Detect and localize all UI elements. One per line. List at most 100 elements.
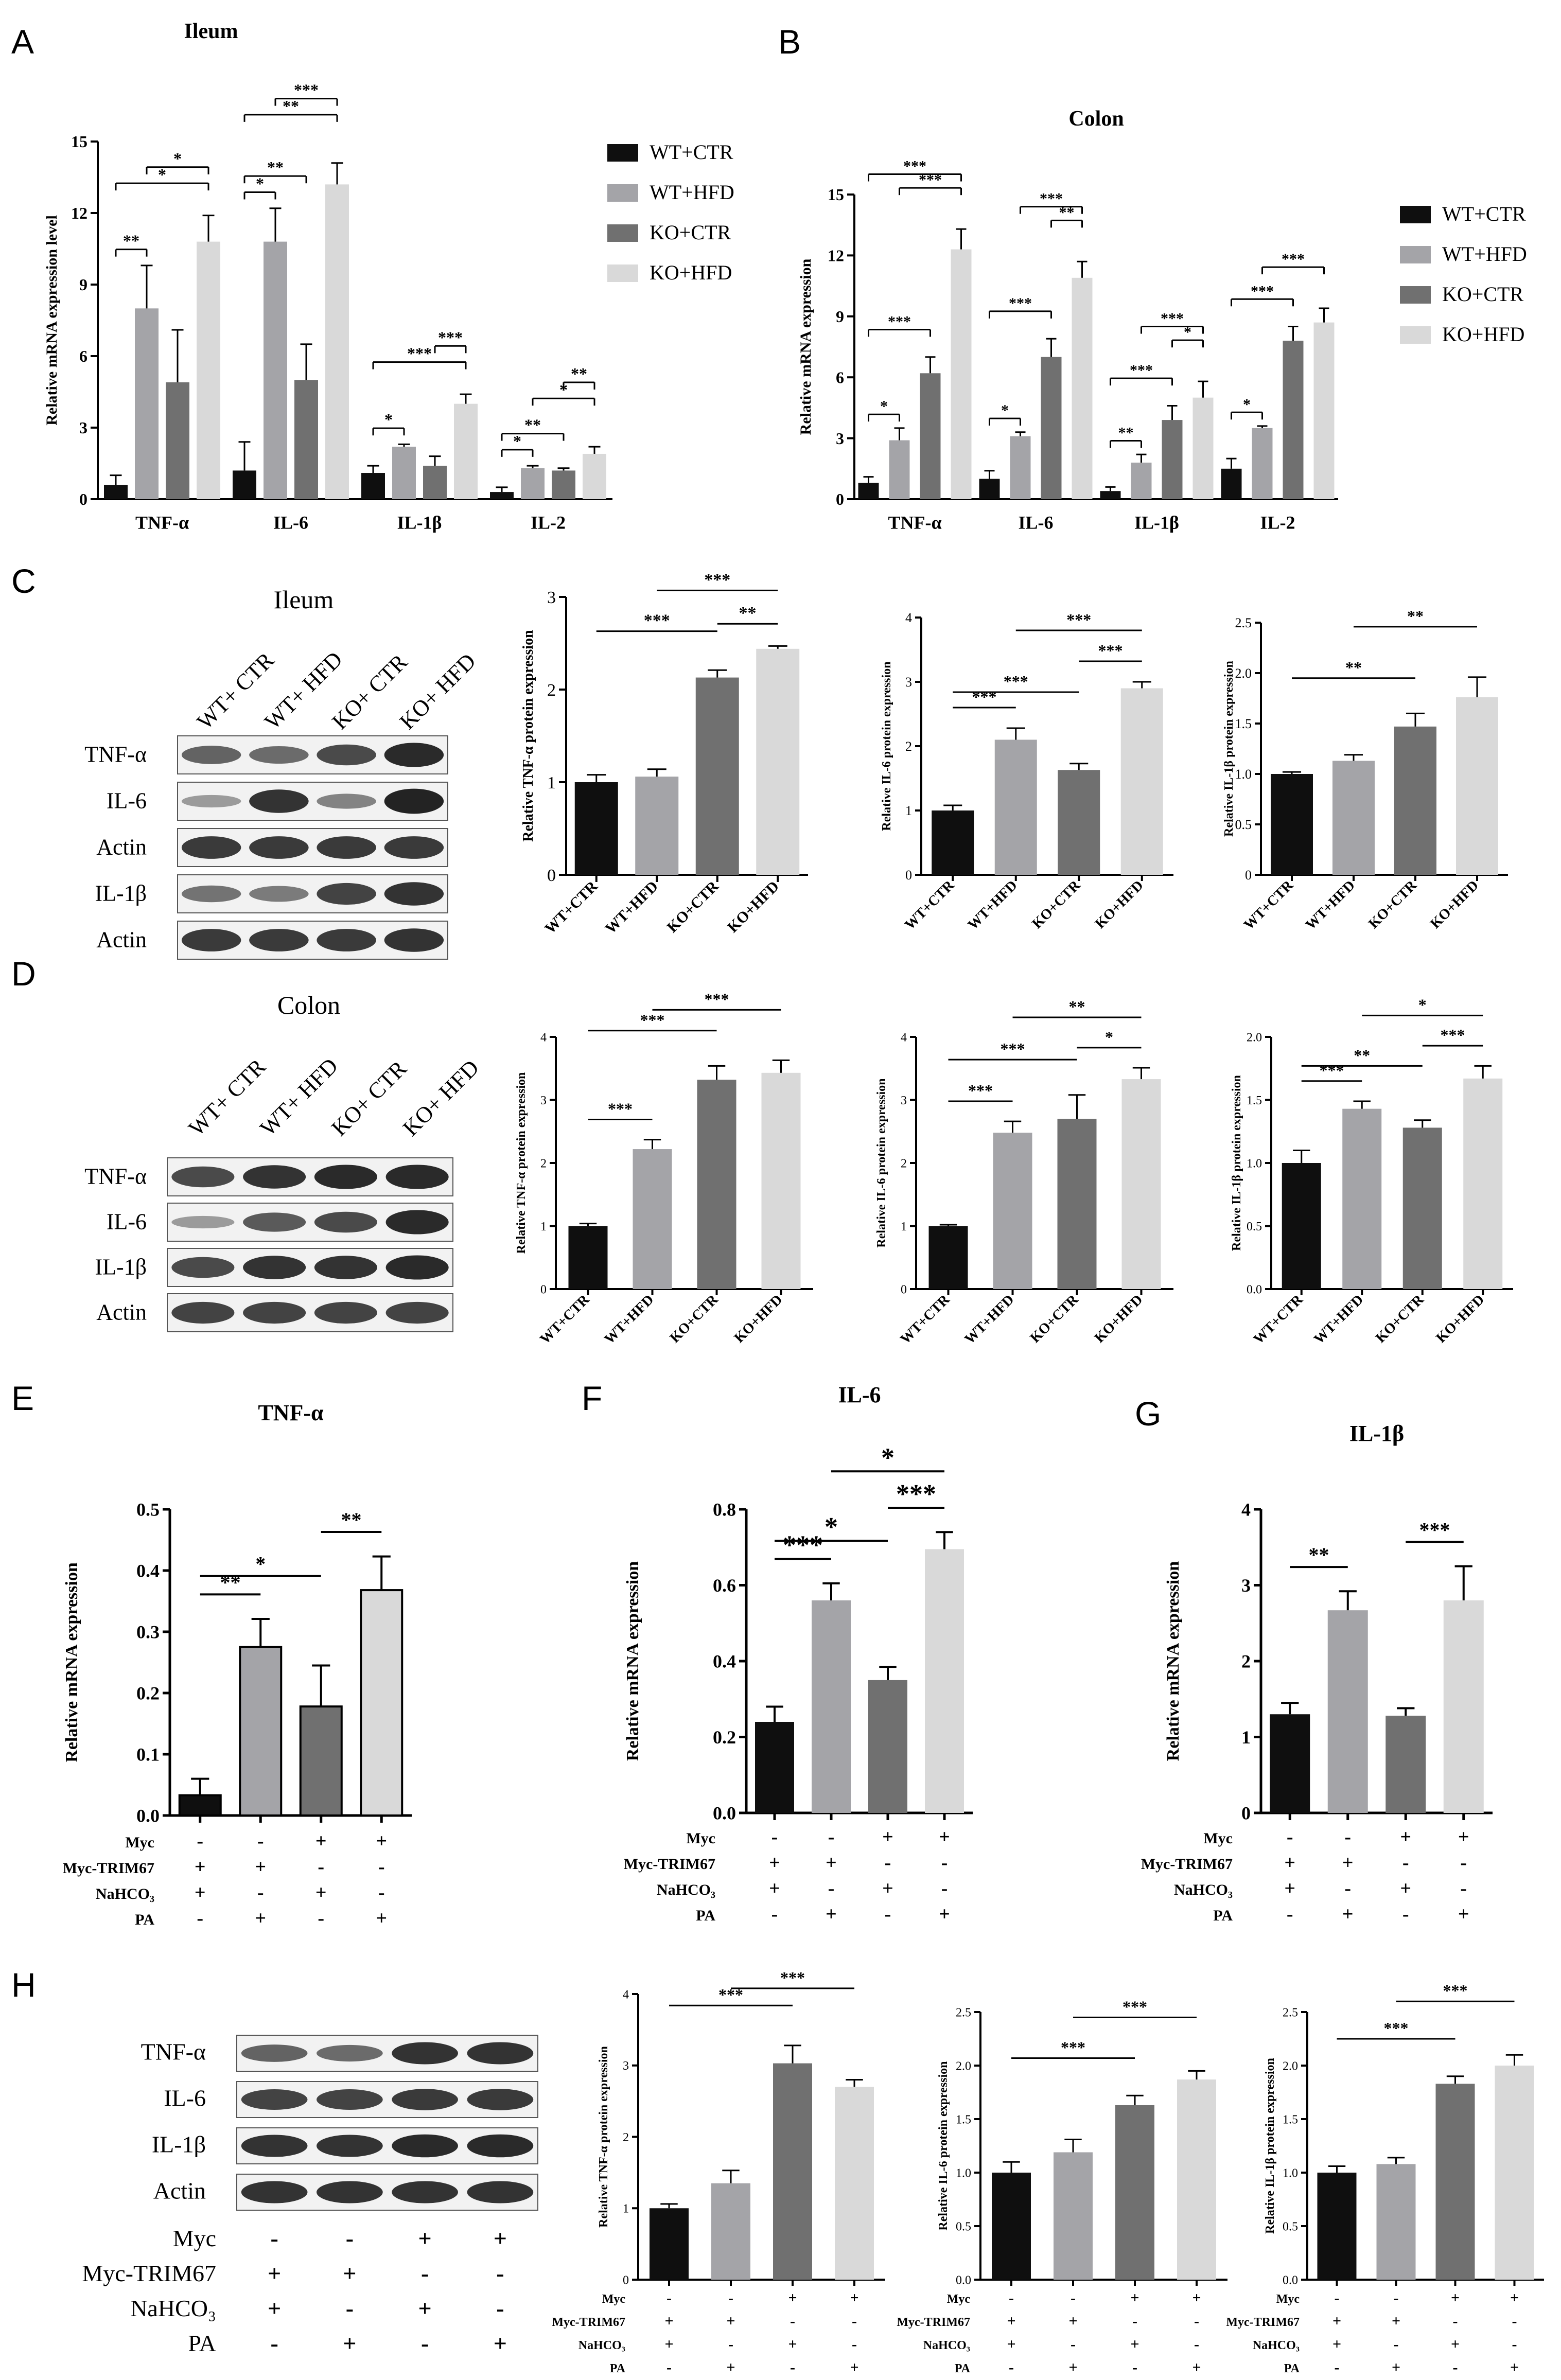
significance-bracket: * [115, 165, 209, 191]
blot-band [314, 1165, 377, 1189]
significance-bracket: * [372, 410, 405, 436]
significance-label: * [1105, 1028, 1113, 1046]
legend-label: WT+HFD [1442, 242, 1527, 266]
y-tick-label: 1.0 [956, 2166, 971, 2180]
blot-row-label: Actin [96, 1299, 147, 1325]
significance-label: * [880, 398, 888, 415]
minus-sign: - [270, 2330, 278, 2356]
y-tick-label: 1 [905, 803, 912, 818]
chart-e: 0.0 0.1 0.2 0.3 0.4 0.5 Relative mRNA expressi… [62, 1400, 412, 1929]
y-tick-label: 1 [1241, 1727, 1251, 1748]
y-tick-label: 0 [901, 1283, 907, 1296]
plus-sign: + [195, 1856, 206, 1878]
blot-band [249, 789, 309, 813]
significance-bracket: ** [1292, 658, 1415, 679]
significance-bracket: ** [1290, 1543, 1348, 1568]
blot-band [467, 2134, 534, 2158]
y-tick-label: 12 [828, 246, 844, 265]
blot-band [392, 2134, 458, 2158]
plus-sign: + [1130, 2289, 1139, 2306]
significance-bracket: *** [652, 990, 781, 1011]
significance-bracket: ** [243, 158, 307, 184]
significance-bracket: *** [1110, 362, 1173, 386]
y-tick-label: 0.5 [956, 2220, 971, 2233]
significance-label: ** [267, 158, 284, 177]
blot-band [384, 836, 444, 859]
minus-sign: - [1394, 2336, 1399, 2353]
significance-label: *** [644, 611, 670, 630]
plus-sign: + [1342, 1852, 1354, 1874]
blot-treatments: Myc - - + + Myc-TRIM67 + + - - NaHCO₃ + - + - PA - + - + [82, 2225, 507, 2356]
y-axis-label: Relative TNF-α protein expression [520, 630, 536, 842]
bar-4 [360, 1589, 404, 1817]
plus-sign: + [343, 2260, 356, 2286]
lane-label: WT+ HFD [255, 1053, 343, 1141]
significance-bracket: *** [953, 672, 1079, 693]
bar-4 [835, 2087, 874, 2280]
legend-label: WT+HFD [650, 181, 734, 204]
bar-2 [1332, 761, 1375, 875]
y-tick-label: 0.1 [136, 1744, 160, 1765]
significance-label: *** [1001, 1039, 1025, 1058]
minus-sign: - [771, 1826, 778, 1848]
significance-label: *** [1122, 1997, 1147, 2016]
y-tick-label: 1.5 [1235, 716, 1252, 731]
significance-label: * [255, 1553, 266, 1576]
y-tick-label: 1.5 [956, 2113, 971, 2126]
bar-wt-ctr [490, 492, 514, 499]
bar-ko-ctr [166, 382, 189, 499]
legend-swatch [607, 265, 638, 282]
legend-label: WT+CTR [650, 140, 733, 164]
blot-band [181, 885, 241, 903]
significance-bracket: ** [501, 416, 565, 441]
blot-band [317, 744, 376, 766]
significance-label: *** [896, 1479, 936, 1509]
y-axis-label: Relative IL-1β protein expression [1230, 1075, 1243, 1251]
category-label: IL-2 [531, 513, 566, 533]
significance-bracket: ** [1110, 425, 1142, 448]
blot-band [392, 2042, 458, 2065]
legend-swatch [1400, 206, 1431, 223]
significance-label: *** [1040, 190, 1063, 207]
western-blot-colon: TNF-α IL-6 IL-1β Actin [84, 1157, 453, 1332]
y-tick-label: 0.0 [713, 1803, 736, 1824]
significance-label: ** [283, 97, 299, 115]
bar-4 [1443, 1600, 1484, 1813]
blot-band [384, 788, 444, 814]
minus-sign: - [771, 1903, 778, 1925]
treatment-label: Myc [125, 1834, 154, 1851]
bar-ko-hfd [1072, 277, 1093, 499]
y-tick-label: 0.8 [713, 1500, 736, 1520]
significance-bracket: *** [1011, 2038, 1135, 2059]
blot-band [385, 1255, 449, 1280]
treatment-label: PA [696, 1907, 715, 1924]
bar-wt-ctr [361, 473, 385, 499]
bar-1 [568, 1226, 608, 1289]
chart-d3: 0.0 0.5 1.0 1.5 2.0 Relative IL-1β protein ex… [1230, 995, 1513, 1347]
y-axis-label: Relative mRNA expression [797, 258, 814, 435]
bar-wt-ctr [1221, 468, 1242, 499]
bar-ko-ctr [1162, 420, 1183, 499]
minus-sign: - [496, 2295, 504, 2321]
minus-sign: - [378, 1856, 385, 1878]
blot-band [385, 1210, 449, 1235]
minus-sign: - [1071, 2336, 1076, 2353]
plus-sign: + [664, 2313, 673, 2330]
legend: WT+CTR WT+HFD KO+CTR KO+HFD [607, 140, 734, 284]
y-axis-label: Relative mRNA expression level [43, 215, 60, 426]
y-tick-label: 12 [71, 204, 87, 222]
significance-bracket: *** [588, 1011, 717, 1032]
category-label: WT+CTR [902, 877, 958, 933]
y-tick-label: 2 [1241, 1651, 1251, 1672]
blot-band [241, 2135, 308, 2157]
bar-1 [1270, 1714, 1310, 1813]
significance-bracket: * [501, 432, 534, 457]
plus-sign: + [1451, 2336, 1460, 2353]
bar-4 [1463, 1078, 1503, 1289]
plus-sign: + [1130, 2336, 1139, 2353]
bar-ko-hfd [951, 249, 972, 499]
y-tick-label: 1.0 [1235, 767, 1252, 782]
y-tick-label: 2 [540, 1157, 547, 1170]
bar-2 [1327, 1610, 1368, 1813]
chart-b: 0 3 6 9 12 15 Relative mRNA expression Colon TNF… [797, 107, 1338, 533]
